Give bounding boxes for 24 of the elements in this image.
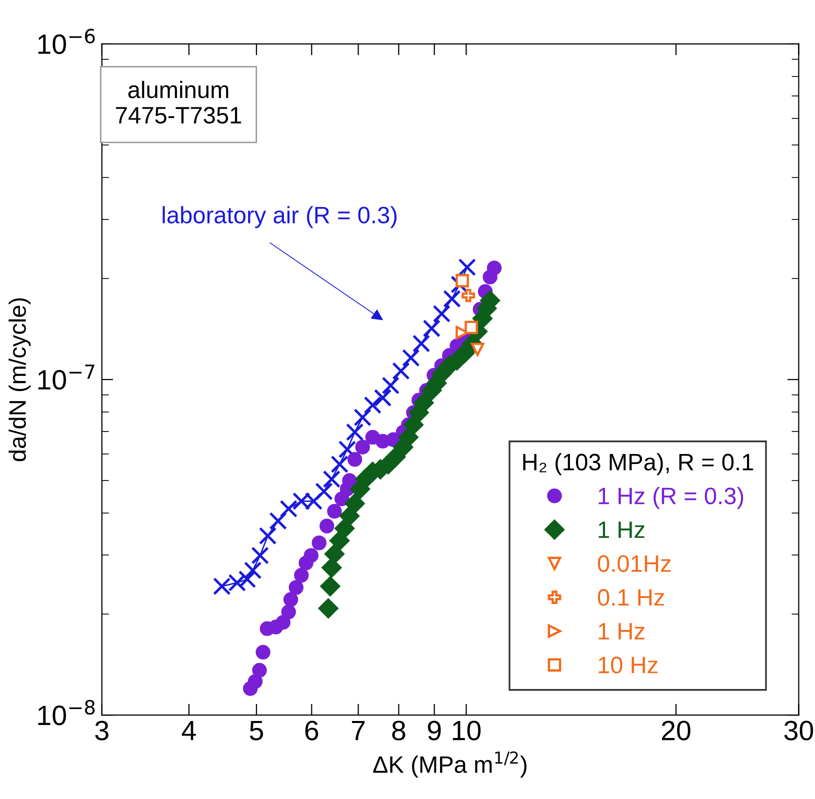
x-tick-label: 5 — [250, 720, 264, 740]
annotation: aluminum 7475-T7351 — [116, 80, 242, 124]
y-tick-label: 10$^{−6}$ — [38, 28, 95, 54]
y-tick-label: 10$^{−8}$ — [38, 700, 95, 726]
legend-label: 0.01Hz — [598, 555, 671, 572]
legend-label: 1 Hz — [598, 522, 644, 538]
legend-label: 0.1 Hz — [598, 589, 664, 606]
legend-label: 1 Hz — [598, 623, 644, 640]
x-tick-label: 10 — [452, 720, 481, 740]
x-tick-label: 6 — [305, 720, 318, 740]
x-tick-label: 30 — [784, 720, 814, 740]
x-tick-label: 20 — [662, 720, 690, 740]
legend-title: H₂ (103 MPa), R = 0.1 — [523, 453, 754, 476]
y-axis-title: da/dN (m/cycle) — [8, 298, 31, 462]
x-tick-label: 8 — [392, 720, 406, 740]
x-tick-label: 4 — [182, 720, 196, 740]
x-tick-label: 9 — [428, 720, 441, 740]
x-tick-label: 7 — [352, 720, 365, 740]
x-tick-label: 3 — [95, 720, 108, 740]
y-tick-label: 10$^{−7}$ — [38, 364, 94, 390]
x-axis-title: ΔK (MPa m$^{1/2}$) — [373, 751, 526, 778]
annotation: laboratory air (R = 0.3) — [162, 206, 397, 228]
legend-label: 1 Hz (R = 0.3) — [598, 486, 744, 509]
legend-label: 10 Hz — [598, 656, 658, 674]
